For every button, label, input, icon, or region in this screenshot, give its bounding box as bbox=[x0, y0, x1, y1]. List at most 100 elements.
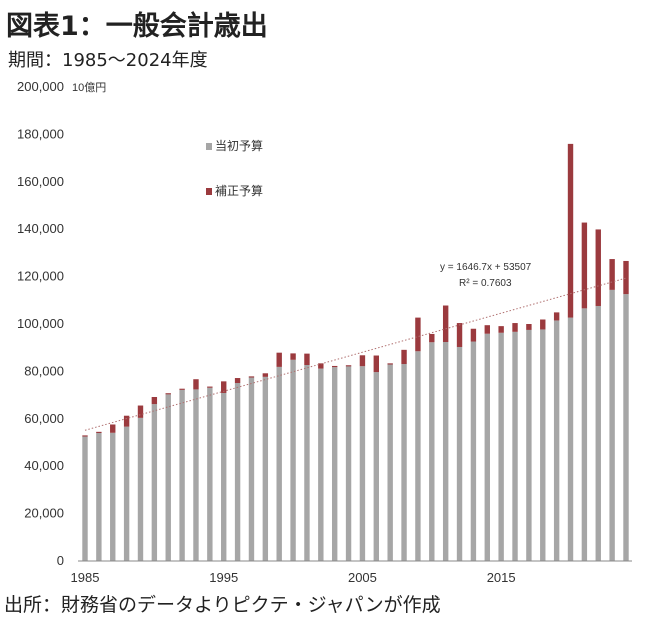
bar-supplementary-budget bbox=[526, 324, 532, 330]
bar-supplementary-budget bbox=[262, 373, 269, 377]
bar-supplementary-budget bbox=[359, 355, 366, 367]
bar-initial-budget bbox=[234, 383, 241, 561]
y-tick-label: 180,000 bbox=[17, 126, 64, 141]
bar-supplementary-budget bbox=[540, 319, 546, 330]
bar-supplementary-budget bbox=[151, 396, 158, 405]
bar-initial-budget bbox=[581, 308, 588, 561]
bar-initial-budget bbox=[345, 366, 352, 561]
bar-supplementary-budget bbox=[429, 333, 435, 343]
bar-supplementary-budget bbox=[276, 352, 282, 367]
bar-supplementary-budget bbox=[401, 349, 407, 365]
bar-supplementary-budget bbox=[123, 415, 130, 427]
bar-initial-budget bbox=[429, 342, 435, 561]
bar-initial-budget bbox=[415, 351, 421, 561]
bar-initial-budget bbox=[207, 387, 213, 561]
bar-initial-budget bbox=[318, 368, 324, 561]
bar-initial-budget bbox=[179, 389, 185, 561]
legend-swatch bbox=[206, 188, 212, 195]
bar-supplementary-budget bbox=[96, 431, 102, 434]
bar-supplementary-budget bbox=[387, 363, 393, 365]
y-tick-label: 80,000 bbox=[24, 363, 64, 378]
legend-label: 当初予算 bbox=[215, 138, 263, 153]
bar-supplementary-budget bbox=[498, 326, 504, 333]
bar-supplementary-budget bbox=[290, 353, 296, 360]
bar-supplementary-budget bbox=[345, 365, 352, 367]
bar-supplementary-budget bbox=[581, 222, 588, 309]
legend-swatch bbox=[206, 143, 212, 150]
bar-initial-budget bbox=[484, 333, 490, 561]
y-tick-label: 20,000 bbox=[24, 506, 64, 521]
bar-supplementary-budget bbox=[248, 376, 255, 378]
bar-initial-budget bbox=[165, 394, 171, 561]
bar-supplementary-budget bbox=[82, 435, 88, 437]
bar-supplementary-budget bbox=[456, 323, 463, 347]
bar-initial-budget bbox=[387, 364, 393, 561]
bar-supplementary-budget bbox=[137, 405, 144, 418]
x-tick-label: 1985 bbox=[71, 570, 100, 585]
x-tick-label: 1995 bbox=[209, 570, 238, 585]
bar-supplementary-budget bbox=[567, 143, 574, 318]
bar-initial-budget bbox=[331, 367, 338, 561]
bar-initial-budget bbox=[595, 305, 601, 561]
bar-initial-budget bbox=[262, 376, 269, 561]
trendline-group: y = 1646.7x + 53507 R² = 0.7603 bbox=[84, 262, 627, 431]
bar-initial-budget bbox=[304, 365, 310, 561]
bar-supplementary-budget bbox=[623, 260, 629, 295]
bar-initial-budget bbox=[401, 364, 407, 561]
bar-supplementary-budget bbox=[470, 328, 477, 342]
bar-initial-budget bbox=[123, 426, 130, 561]
bar-initial-budget bbox=[248, 377, 255, 561]
bar-initial-budget bbox=[456, 346, 463, 561]
bar-supplementary-budget bbox=[512, 323, 518, 332]
bar-supplementary-budget bbox=[110, 424, 116, 433]
bar-supplementary-budget bbox=[304, 353, 310, 366]
bar-initial-budget bbox=[567, 317, 574, 561]
legend-label: 補正予算 bbox=[215, 183, 263, 198]
y-tick-label: 140,000 bbox=[17, 221, 64, 236]
y-tick-label: 100,000 bbox=[17, 316, 64, 331]
y-tick-label: 120,000 bbox=[17, 269, 64, 284]
y-tick-label: 40,000 bbox=[24, 458, 64, 473]
bar-supplementary-budget bbox=[207, 386, 213, 388]
bar-supplementary-budget bbox=[318, 363, 324, 369]
bar-initial-budget bbox=[373, 372, 380, 561]
bar-supplementary-budget bbox=[331, 365, 338, 368]
bar-initial-budget bbox=[442, 342, 449, 561]
bar-supplementary-budget bbox=[179, 388, 185, 390]
y-tick-label: 160,000 bbox=[17, 174, 64, 189]
bar-initial-budget bbox=[470, 341, 477, 561]
source-note: 出所：財務省のデータよりピクテ・ジャパンが作成 bbox=[4, 594, 441, 616]
bar-supplementary-budget bbox=[442, 305, 449, 343]
bar-initial-budget bbox=[82, 436, 88, 561]
y-tick-label: 200,000 bbox=[17, 79, 64, 94]
bar-initial-budget bbox=[609, 289, 615, 561]
x-tick-label: 2015 bbox=[487, 570, 516, 585]
bar-supplementary-budget bbox=[609, 259, 615, 290]
bar-supplementary-budget bbox=[595, 229, 601, 306]
bar-initial-budget bbox=[359, 366, 366, 561]
bar-supplementary-budget bbox=[373, 355, 380, 373]
bar-initial-budget bbox=[623, 294, 629, 561]
y-tick-label: 60,000 bbox=[24, 411, 64, 426]
bar-supplementary-budget bbox=[193, 379, 199, 390]
y-tick-label: 0 bbox=[57, 553, 64, 568]
bar-supplementary-budget bbox=[553, 312, 560, 321]
bar-initial-budget bbox=[526, 329, 532, 561]
y-unit-label: 10億円 bbox=[72, 81, 106, 94]
bar-initial-budget bbox=[221, 392, 227, 561]
bar-initial-budget bbox=[498, 332, 504, 561]
trendline-equation: y = 1646.7x + 53507 bbox=[440, 262, 532, 273]
bar-supplementary-budget bbox=[415, 317, 421, 352]
x-tick-label: 2005 bbox=[348, 570, 377, 585]
bar-initial-budget bbox=[276, 366, 282, 561]
bar-series-group bbox=[82, 143, 629, 561]
chart-title: 図表1：一般会計歳出 bbox=[6, 11, 268, 42]
x-axis: 1985 1995 2005 2015 bbox=[71, 560, 632, 585]
bar-initial-budget bbox=[553, 320, 560, 561]
bar-initial-budget bbox=[512, 331, 518, 561]
bar-initial-budget bbox=[151, 404, 158, 561]
bar-initial-budget bbox=[110, 432, 116, 561]
bar-initial-budget bbox=[290, 359, 296, 561]
bar-initial-budget bbox=[96, 433, 102, 561]
